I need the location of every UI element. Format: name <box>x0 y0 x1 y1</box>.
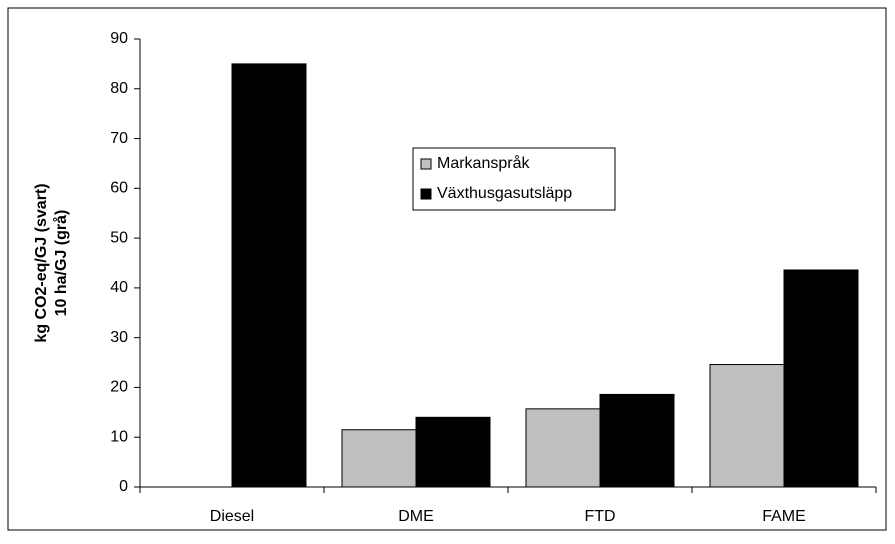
legend-swatch <box>420 158 432 170</box>
legend-label: Växthusgasutsläpp <box>437 185 572 202</box>
y-tick-label: 20 <box>110 379 128 396</box>
legend-label: Markanspråk <box>437 154 530 172</box>
y-tick-label: 0 <box>119 478 128 495</box>
y-tick-label: 50 <box>110 229 128 246</box>
legend-box <box>412 147 616 211</box>
y-axis-label-line: kg CO2-eq/GJ (svart) <box>33 183 50 342</box>
y-tick-label: 10 <box>110 428 128 445</box>
bar <box>415 416 491 488</box>
y-tick-label: 30 <box>110 329 128 346</box>
bar <box>525 408 601 488</box>
y-tick-label: 60 <box>110 180 128 197</box>
bar <box>709 364 785 488</box>
bar <box>341 429 417 488</box>
bar <box>599 393 675 488</box>
y-axis-label-line: 10 ha/GJ (grå) <box>52 210 70 317</box>
y-tick-label: 40 <box>110 279 128 296</box>
x-tick-label: Diesel <box>210 508 254 525</box>
bar <box>231 63 307 488</box>
bar <box>783 269 859 488</box>
x-tick-label: DME <box>398 508 434 525</box>
x-tick-label: FTD <box>584 508 615 525</box>
y-axis-label: kg CO2-eq/GJ (svart) 10 ha/GJ (grå) <box>33 183 70 342</box>
legend: Markanspråk Växthusgasutsläpp <box>412 147 616 211</box>
legend-swatch <box>420 188 432 200</box>
y-tick-label: 80 <box>110 80 128 97</box>
x-tick-label: FAME <box>762 508 806 525</box>
y-tick-label: 90 <box>110 30 128 47</box>
y-tick-label: 70 <box>110 130 128 147</box>
